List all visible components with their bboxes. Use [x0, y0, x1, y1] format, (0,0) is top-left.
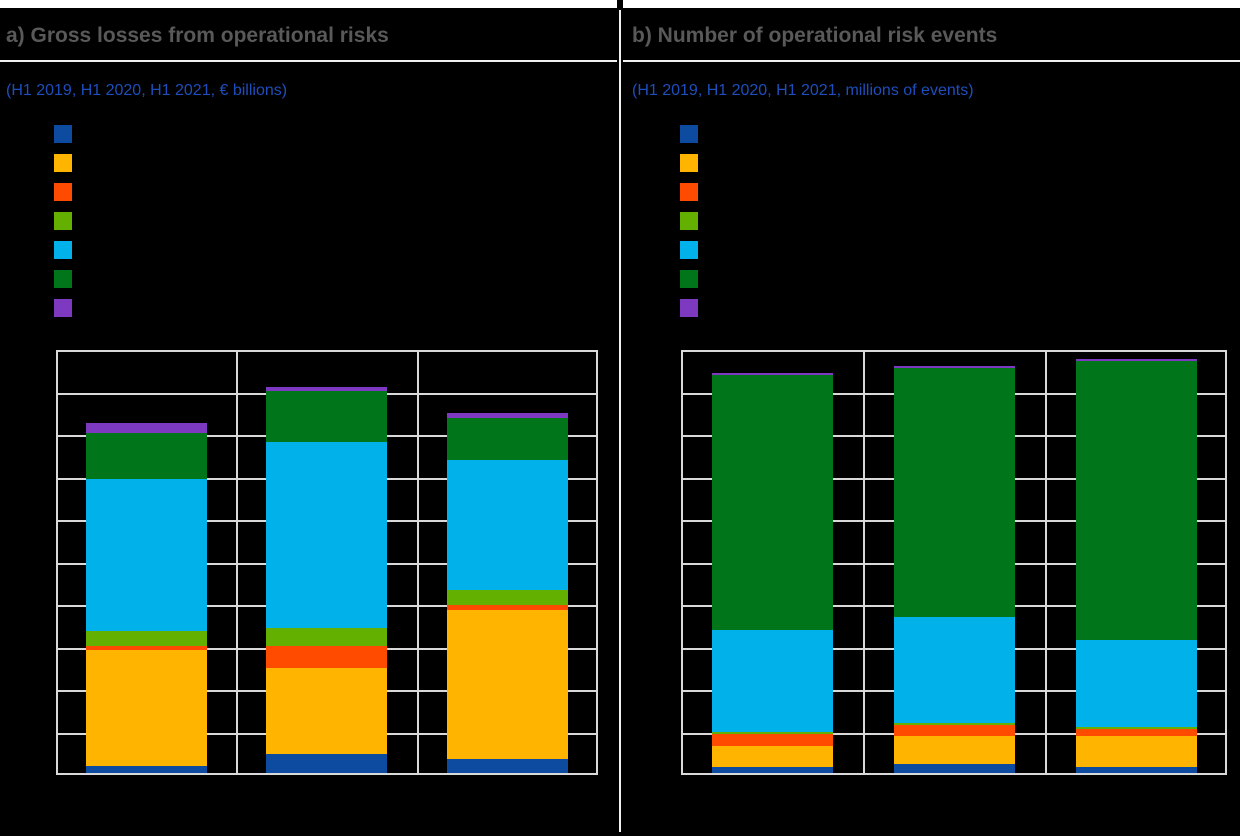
bar-segment-purple: [711, 373, 833, 376]
bar-segment-light-blue: [447, 459, 568, 591]
legend-swatch-dark-blue: [680, 125, 698, 143]
panel-b-plot: [681, 350, 1227, 775]
legend-swatch-light-blue: [54, 241, 72, 259]
bar-segment-amber: [85, 650, 207, 766]
bar-segment-dark-green: [447, 417, 568, 460]
panel-a-legend: [54, 125, 72, 328]
legend-swatch-dark-green: [680, 270, 698, 288]
plot-left-border: [681, 350, 683, 775]
legend-swatch-purple: [54, 299, 72, 317]
column-separator: [863, 350, 865, 775]
bar-segment-amber: [266, 668, 387, 754]
bar-segment-dark-green: [711, 375, 833, 631]
legend-swatch-dark-blue: [54, 125, 72, 143]
bar-segment-dark-blue: [1075, 767, 1197, 773]
bar-segment-light-blue: [85, 478, 207, 632]
legend-swatch-orange-red: [680, 183, 698, 201]
panel-a-title-rule: [0, 60, 617, 62]
bar-segment-dark-blue: [711, 767, 833, 773]
panel-b-subtitle: (H1 2019, H1 2020, H1 2021, millions of …: [632, 82, 974, 99]
bar-segment-purple: [266, 386, 387, 391]
bar-segment-orange-red: [711, 733, 833, 746]
panel-divider: [619, 10, 621, 832]
bar-segment-amber: [447, 610, 568, 759]
bar-segment-dark-green: [1075, 361, 1197, 640]
bar-segment-orange-red: [266, 646, 387, 669]
bar-h1-2019: [711, 373, 833, 773]
bar-segment-dark-green: [893, 367, 1015, 618]
bar-segment-purple: [447, 413, 568, 418]
panel-b-title: b) Number of operational risk events: [632, 24, 998, 47]
bar-segment-dark-blue: [266, 753, 387, 773]
column-separator: [236, 350, 238, 775]
legend-swatch-amber: [680, 154, 698, 172]
bar-h1-2021: [447, 413, 568, 773]
bar-segment-green: [447, 590, 568, 606]
bar-segment-dark-blue: [85, 765, 207, 773]
bar-segment-orange-red: [893, 725, 1015, 737]
plot-right-border: [1225, 350, 1227, 775]
panel-a-title: a) Gross losses from operational risks: [6, 24, 389, 47]
column-separator: [1045, 350, 1047, 775]
bar-segment-orange-red: [85, 645, 207, 651]
bar-h1-2019: [85, 422, 207, 773]
panel-a-subtitle: (H1 2019, H1 2020, H1 2021, € billions): [6, 82, 288, 99]
legend-swatch-light-blue: [680, 241, 698, 259]
plot-top-border: [681, 350, 1227, 352]
bar-segment-light-blue: [266, 441, 387, 628]
bar-segment-dark-green: [266, 390, 387, 442]
bar-segment-green: [893, 722, 1015, 725]
legend-swatch-purple: [680, 299, 698, 317]
bar-segment-green: [85, 631, 207, 646]
plot-right-border: [596, 350, 598, 775]
bar-h1-2020: [893, 365, 1015, 773]
top-rule-left: [0, 0, 617, 8]
bar-segment-light-blue: [711, 630, 833, 732]
bar-segment-dark-blue: [893, 763, 1015, 773]
bar-segment-orange-red: [447, 605, 568, 611]
bar-segment-purple: [893, 365, 1015, 368]
bar-segment-orange-red: [1075, 729, 1197, 737]
legend-swatch-orange-red: [54, 183, 72, 201]
bar-h1-2020: [266, 386, 387, 773]
bar-segment-dark-green: [85, 433, 207, 479]
top-rule-right: [623, 0, 1240, 8]
legend-swatch-green: [54, 212, 72, 230]
legend-swatch-amber: [54, 154, 72, 172]
panel-b-title-rule: [623, 60, 1240, 62]
plot-top-border: [56, 350, 598, 352]
column-separator: [417, 350, 419, 775]
bar-segment-amber: [893, 736, 1015, 764]
plot-left-border: [56, 350, 58, 775]
legend-swatch-dark-green: [54, 270, 72, 288]
bar-segment-purple: [1075, 359, 1197, 362]
bar-segment-purple: [85, 422, 207, 434]
bar-segment-dark-blue: [447, 758, 568, 773]
bar-segment-green: [266, 627, 387, 647]
bar-segment-amber: [1075, 736, 1197, 768]
panel-a-plot: [56, 350, 598, 775]
bar-segment-light-blue: [1075, 640, 1197, 728]
plot-bottom-border: [56, 773, 598, 775]
plot-bottom-border: [681, 773, 1227, 775]
bar-segment-light-blue: [893, 617, 1015, 723]
legend-swatch-green: [680, 212, 698, 230]
bar-segment-green: [1075, 727, 1197, 730]
panel-b-legend: [680, 125, 698, 328]
bar-segment-amber: [711, 745, 833, 768]
bar-h1-2021: [1075, 359, 1197, 773]
bar-segment-green: [711, 731, 833, 734]
